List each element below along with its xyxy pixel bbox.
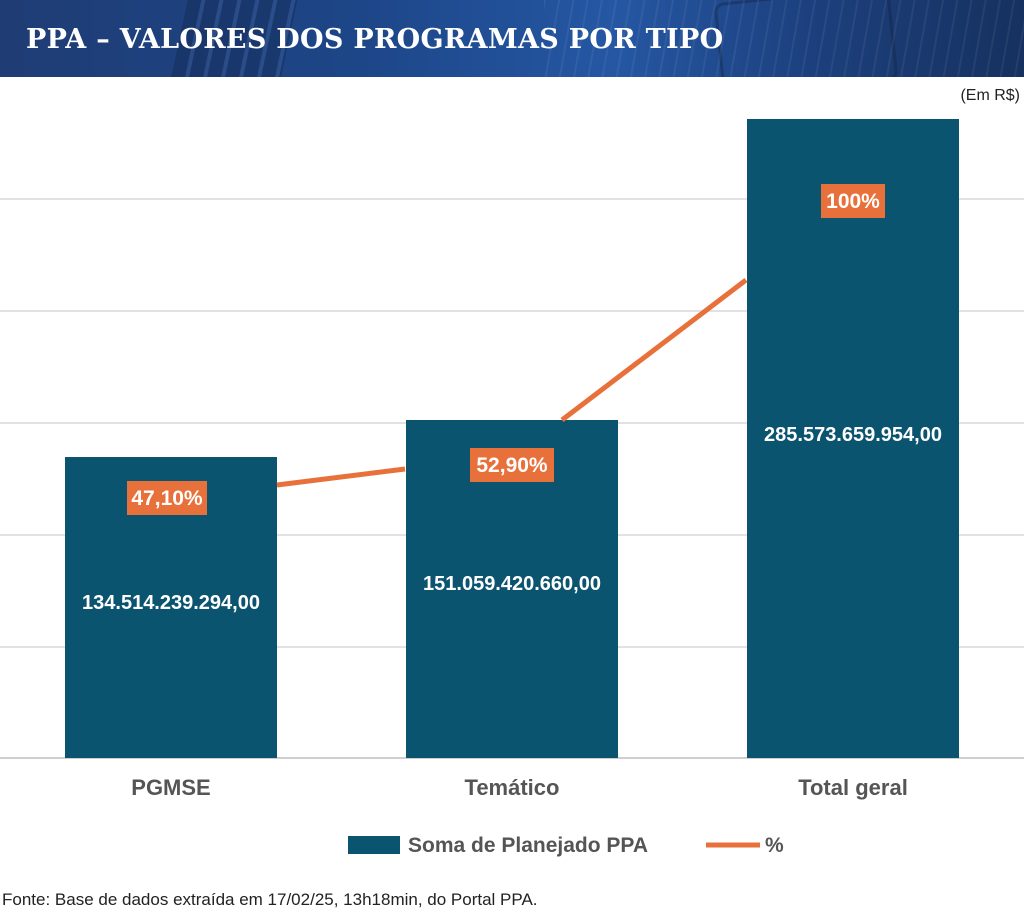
percent-line-segment xyxy=(276,466,406,488)
percent-label-box xyxy=(470,448,554,482)
legend-label-line: % xyxy=(765,834,784,857)
percent-line-segment xyxy=(560,278,748,422)
x-tick-label: Total geral xyxy=(798,775,908,800)
unit-label: (Em R$) xyxy=(960,87,1020,104)
percent-data-label: 52,90% xyxy=(476,454,548,477)
legend-swatch-bar xyxy=(348,836,400,854)
source-note: Fonte: Base de dados extraída em 17/02/2… xyxy=(2,890,538,909)
bar-value-label: 285.573.659.954,00 xyxy=(764,424,942,446)
percent-line xyxy=(276,278,748,488)
legend-label-bar: Soma de Planejado PPA xyxy=(408,834,648,857)
percent-data-label: 47,10% xyxy=(131,487,203,510)
header-background-image xyxy=(544,0,1024,77)
x-tick-label: PGMSE xyxy=(131,775,210,800)
bar-value-label: 134.514.239.294,00 xyxy=(82,592,260,614)
chart-header: PPA – VALORES DOS PROGRAMAS POR TIPO xyxy=(0,0,1024,77)
x-tick-label: Temático xyxy=(465,775,560,800)
bar-value-label: 151.059.420.660,00 xyxy=(423,573,601,595)
bar-3 xyxy=(747,119,959,758)
percent-label-box xyxy=(821,184,885,218)
chart-svg: 47,10% 52,90% 100% 134.514.239.294,00 151.05… xyxy=(0,119,1024,857)
legend: Soma de Planejado PPA% xyxy=(348,834,784,857)
chart-title: PPA – VALORES DOS PROGRAMAS POR TIPO xyxy=(26,24,724,55)
percent-data-label: 100% xyxy=(826,190,880,213)
percent-label-box xyxy=(127,481,207,515)
